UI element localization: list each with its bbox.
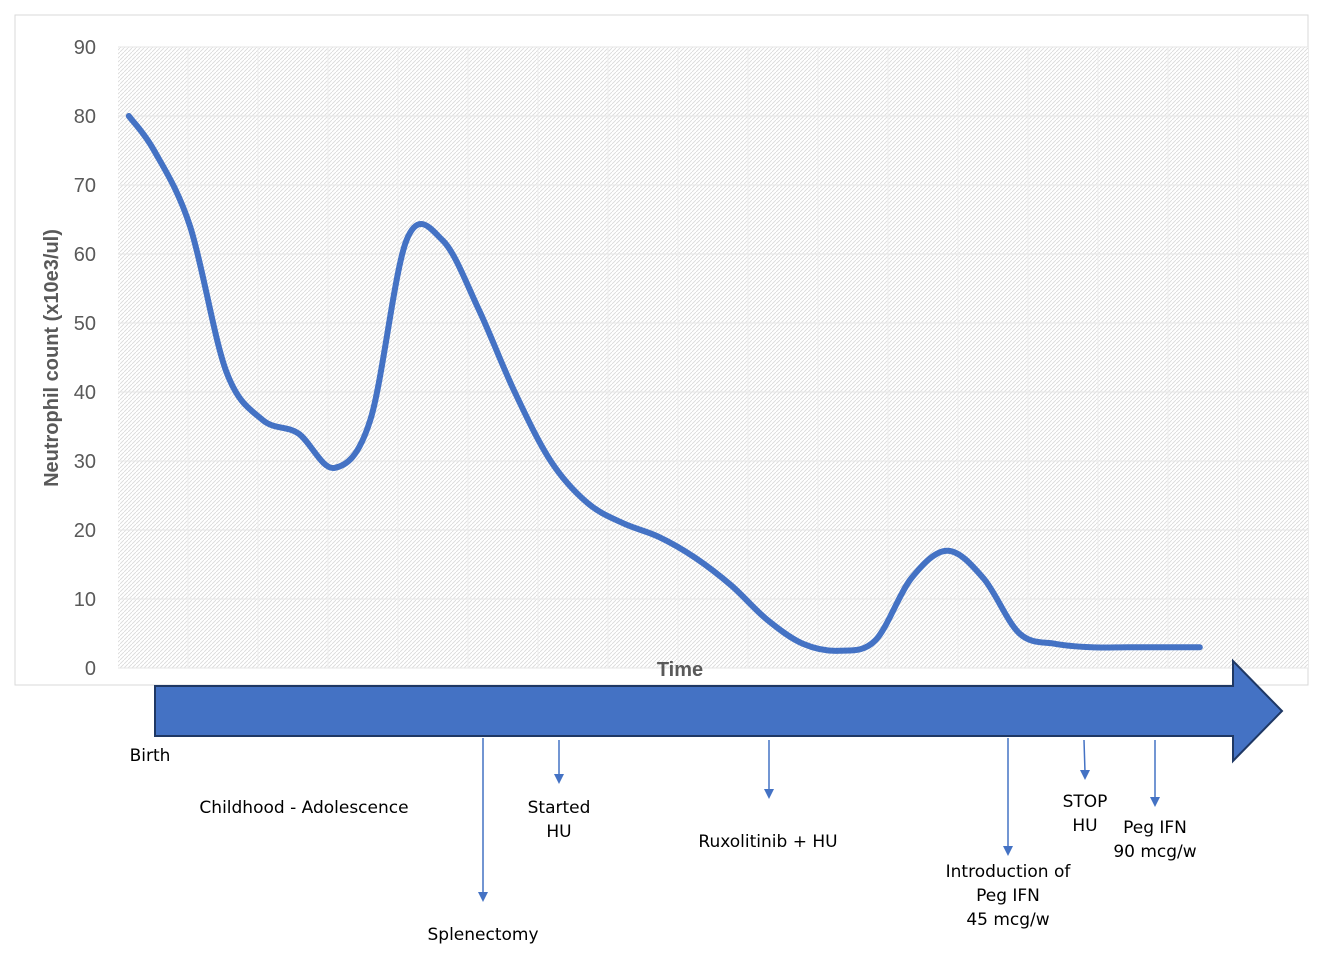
timeline-arrow bbox=[154, 658, 1284, 764]
stop-hu-label: STOP HU bbox=[1063, 792, 1108, 836]
splenectomy-label: Splenectomy bbox=[427, 925, 538, 945]
y-tick-label: 30 bbox=[74, 451, 96, 473]
splenectomy-label-line: Splenectomy bbox=[427, 925, 538, 945]
childhood-label-line: Childhood - Adolescence bbox=[199, 798, 408, 818]
peg-ifn-45-marker-arrowhead bbox=[1003, 846, 1013, 856]
y-tick-label: 0 bbox=[85, 658, 96, 680]
y-axis-title: Neutrophil count (x10e3/ul) bbox=[41, 229, 63, 487]
splenectomy-marker-arrowhead bbox=[478, 892, 488, 902]
ruxolitinib-label: Ruxolitinib + HU bbox=[698, 832, 837, 852]
childhood-label: Childhood - Adolescence bbox=[199, 798, 408, 818]
y-tick-label: 40 bbox=[74, 382, 96, 404]
started-hu-label: Started HU bbox=[528, 798, 591, 842]
ruxolitinib-marker-arrowhead bbox=[764, 789, 774, 799]
peg-ifn-90-label-line: 90 mcg/w bbox=[1113, 842, 1196, 862]
peg-ifn-90-label: Peg IFN 90 mcg/w bbox=[1113, 818, 1196, 862]
started-hu-label-line: Started bbox=[528, 798, 591, 818]
event-labels: Birth Childhood - Adolescence Splenectomy S… bbox=[130, 746, 1197, 945]
ruxolitinib-label-line: Ruxolitinib + HU bbox=[698, 832, 837, 852]
y-axis-ticks: 0 10 20 30 40 50 60 70 80 90 bbox=[74, 37, 96, 680]
y-tick-label: 90 bbox=[74, 37, 96, 59]
peg-ifn-45-label-line: Peg IFN bbox=[976, 886, 1040, 906]
stop-hu-label-line: HU bbox=[1072, 816, 1097, 836]
series-line bbox=[125, 113, 1203, 654]
birth-label: Birth bbox=[130, 746, 171, 766]
peg-ifn-45-label: Introduction of Peg IFN 45 mcg/w bbox=[946, 862, 1072, 930]
peg-ifn-45-label-line: 45 mcg/w bbox=[966, 910, 1049, 930]
plot-area bbox=[118, 47, 1308, 668]
event-markers bbox=[478, 738, 1160, 902]
y-tick-label: 70 bbox=[74, 175, 96, 197]
y-tick-label: 80 bbox=[74, 106, 96, 128]
stop-hu-marker-line bbox=[1083, 739, 1086, 773]
y-tick-label: 20 bbox=[74, 520, 96, 542]
y-tick-label: 50 bbox=[74, 313, 96, 335]
stop-hu-marker-arrowhead bbox=[1080, 770, 1090, 780]
peg-ifn-90-label-line: Peg IFN bbox=[1123, 818, 1187, 838]
stop-hu-label-line: STOP bbox=[1063, 792, 1108, 812]
peg-ifn-45-label-line: Introduction of bbox=[946, 862, 1072, 882]
x-axis-title: Time bbox=[657, 659, 703, 681]
peg-ifn-90-marker-arrowhead bbox=[1150, 797, 1160, 807]
gridlines bbox=[118, 46, 1308, 669]
y-tick-label: 60 bbox=[74, 244, 96, 266]
started-hu-marker-arrowhead bbox=[554, 774, 564, 784]
started-hu-label-line: HU bbox=[546, 822, 571, 842]
birth-label-line: Birth bbox=[130, 746, 171, 766]
y-tick-label: 10 bbox=[74, 589, 96, 611]
